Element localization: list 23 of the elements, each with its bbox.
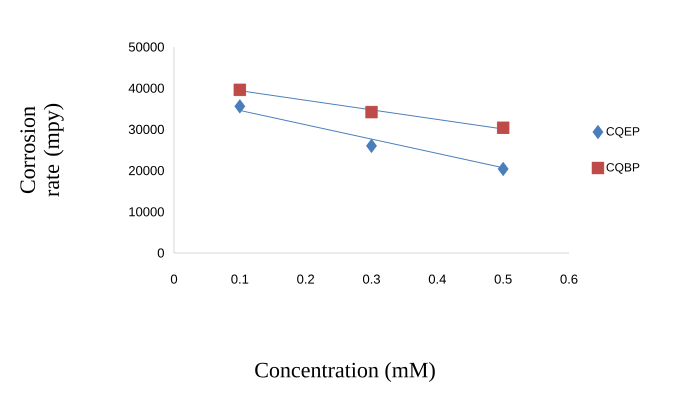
point	[496, 122, 510, 134]
y-tick-label: 10000	[129, 207, 164, 216]
x-tick-label: 0.2	[297, 274, 314, 284]
legend-label: CQBP	[606, 163, 640, 174]
x-tick-label: 0.4	[428, 274, 446, 284]
y-axis-title: Corrosion rate (mpy)	[20, 104, 64, 197]
y-tick-label: 0	[158, 248, 164, 258]
x-tick-label: 0.6	[560, 274, 578, 284]
point	[366, 138, 377, 154]
x-tick-label: 0	[170, 274, 178, 284]
y-tick-label: 20000	[128, 166, 164, 176]
legend-label: CQEP	[606, 127, 640, 138]
y-tick-label: 40000	[128, 84, 164, 93]
y-tick-label: 30000	[128, 124, 164, 134]
point	[498, 162, 509, 176]
x-axis-title: Concentration (mM)	[255, 362, 435, 382]
point	[234, 99, 246, 114]
x-tick-label: 0.5	[494, 274, 512, 284]
y-tick-label: 50000	[128, 42, 164, 52]
point	[234, 84, 246, 96]
x-tick-label: 0.3	[362, 274, 380, 284]
x-tick-label: 0.1	[231, 274, 248, 284]
point	[365, 106, 378, 118]
